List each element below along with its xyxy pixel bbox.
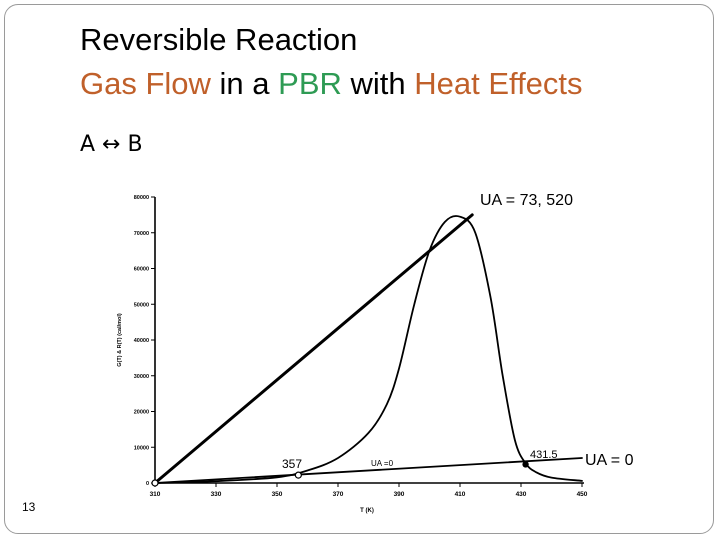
y-tick-label: 80000 <box>134 195 149 201</box>
intersection-431-marker <box>522 461 529 468</box>
origin-marker <box>151 479 159 487</box>
y-tick-label: 20000 <box>134 410 149 416</box>
y-tick-label: 10000 <box>134 445 149 451</box>
r-line-ua-73520 <box>153 213 474 485</box>
title-part-gas-flow: Gas Flow <box>80 66 211 101</box>
y-tick-label: 50000 <box>134 302 149 308</box>
title-part-heat-effects: Heat Effects <box>414 66 583 101</box>
y-tick-label: 30000 <box>134 374 149 380</box>
x-tick-label: 350 <box>272 491 283 498</box>
slide-title-line2: Gas Flow in a PBR with Heat Effects <box>80 68 583 99</box>
y-tick-label: 0 <box>146 481 149 487</box>
annotation-431-5: 431.5 <box>530 449 558 461</box>
title-part-with: with <box>341 66 415 101</box>
ua-zero-label: UA = 0 <box>585 452 634 469</box>
x-tick-label: 430 <box>516 491 527 498</box>
slide-frame <box>4 4 714 534</box>
x-tick-label: 330 <box>211 491 222 498</box>
y-tick-label: 60000 <box>134 267 149 273</box>
y-tick-label: 70000 <box>134 231 149 237</box>
g-curve <box>154 215 583 484</box>
title-part-pbr: PBR <box>278 66 342 101</box>
annotation-ua-zero: UA =0 <box>371 459 394 468</box>
annotation-357: 357 <box>282 457 302 471</box>
x-tick-label: 410 <box>455 491 466 498</box>
y-tick-label: 40000 <box>134 338 149 344</box>
intersection-357-marker <box>294 471 302 479</box>
page-number: 13 <box>22 500 36 514</box>
slide-title-line1: Reversible Reaction <box>80 22 358 57</box>
reaction-equation: A ↔ B <box>80 132 143 157</box>
title-part-in-a: in a <box>210 66 279 101</box>
x-tick-label: 450 <box>577 491 588 498</box>
x-tick-label: 310 <box>150 491 161 498</box>
x-tick-label: 370 <box>333 491 344 498</box>
r-line-ua-0 <box>154 457 583 484</box>
ua-high-label: UA = 73, 520 <box>480 192 573 209</box>
y-axis-label: G(T) & R(T) (cal/mol) <box>117 313 123 367</box>
x-axis-label: T (K) <box>360 508 374 514</box>
x-tick-label: 390 <box>394 491 405 498</box>
